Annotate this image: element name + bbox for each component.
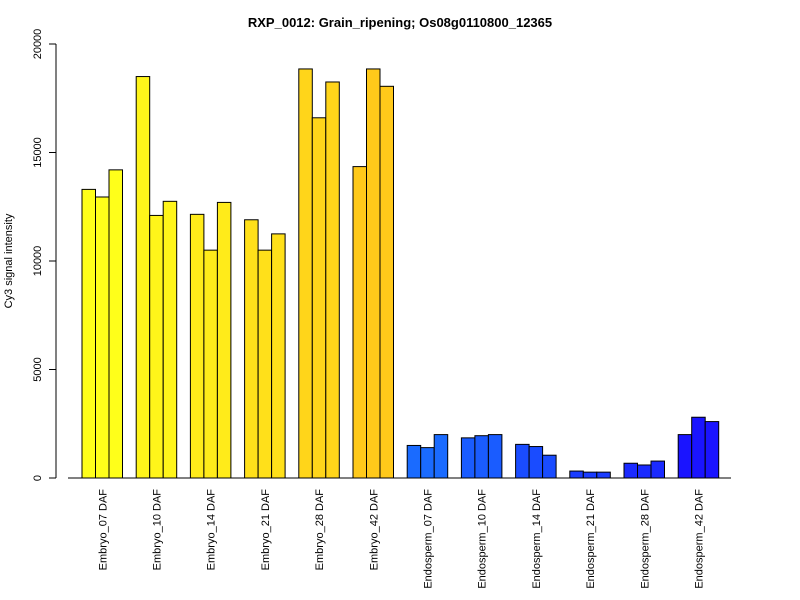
y-tick-label: 20000 — [32, 29, 44, 60]
x-tick-label: Endosperm_14 DAF — [531, 489, 543, 589]
x-tick-label: Embryo_10 DAF — [151, 489, 163, 571]
x-tick-label: Endosperm_28 DAF — [639, 489, 651, 589]
bar-embryo-42-daf-rep2 — [366, 68, 381, 479]
bar-endosperm-14-daf-rep1 — [515, 443, 530, 479]
x-axis-labels: Embryo_07 DAF Embryo_10 DAF Embryo_14 DAF E… — [97, 489, 705, 589]
bar-endosperm-42-daf-rep3 — [704, 421, 720, 479]
bar-embryo-10-daf-rep1 — [135, 76, 151, 479]
bar-endosperm-28-daf-rep3 — [650, 460, 665, 479]
y-tick-label: 10000 — [32, 246, 44, 277]
bar-embryo-14-daf-rep1 — [189, 213, 205, 479]
x-tick-label: Endosperm_07 DAF — [422, 489, 434, 589]
x-tick-label: Embryo_28 DAF — [314, 489, 326, 571]
bar-embryo-07-daf-rep1 — [81, 188, 96, 479]
bar-endosperm-07-daf-rep3 — [433, 434, 449, 479]
bar-embryo-07-daf-rep2 — [95, 196, 110, 479]
bar-endosperm-28-daf-rep1 — [623, 462, 638, 479]
bar-endosperm-21-daf-rep2 — [582, 471, 598, 479]
bar-embryo-42-daf-rep1 — [352, 166, 367, 479]
y-tick-label: 0 — [32, 475, 44, 481]
bar-endosperm-42-daf-rep1 — [677, 434, 693, 479]
bars-group — [81, 68, 720, 479]
x-tick-label: Embryo_07 DAF — [97, 489, 109, 571]
bar-embryo-42-daf-rep3 — [379, 85, 394, 479]
bar-endosperm-21-daf-rep3 — [596, 471, 611, 479]
bar-endosperm-07-daf-rep2 — [420, 447, 435, 479]
x-tick-label: Embryo_42 DAF — [368, 489, 380, 571]
x-tick-label: Endosperm_10 DAF — [477, 489, 489, 589]
y-axis-label: Cy3 signal intensity — [3, 213, 15, 308]
bar-embryo-28-daf-rep1 — [298, 68, 313, 479]
bar-embryo-28-daf-rep2 — [311, 117, 327, 479]
x-tick-label: Endosperm_21 DAF — [585, 489, 597, 589]
bar-embryo-21-daf-rep2 — [257, 249, 273, 479]
bar-endosperm-14-daf-rep2 — [528, 446, 544, 479]
bar-endosperm-21-daf-rep1 — [569, 470, 584, 479]
bar-endosperm-07-daf-rep1 — [406, 444, 422, 479]
bar-embryo-10-daf-rep2 — [149, 214, 164, 479]
bar-endosperm-28-daf-rep2 — [637, 464, 652, 479]
bar-embryo-14-daf-rep3 — [216, 201, 232, 479]
bar-endosperm-42-daf-rep2 — [691, 416, 706, 479]
y-axis-ticks: 0 5000 10000 15000 20000 — [32, 29, 56, 481]
x-tick-label: Endosperm_42 DAF — [693, 489, 705, 589]
bar-endosperm-10-daf-rep2 — [474, 435, 489, 479]
bar-embryo-21-daf-rep1 — [244, 219, 259, 479]
bar-embryo-07-daf-rep3 — [108, 169, 123, 479]
y-tick-label: 5000 — [32, 357, 44, 381]
x-tick-label: Embryo_21 DAF — [260, 489, 272, 571]
bar-embryo-10-daf-rep3 — [162, 200, 178, 479]
y-tick-label: 15000 — [32, 137, 44, 168]
bar-endosperm-10-daf-rep3 — [487, 434, 503, 479]
bar-embryo-14-daf-rep2 — [203, 249, 218, 479]
bar-embryo-28-daf-rep3 — [325, 81, 340, 479]
chart-title: RXP_0012: Grain_ripening; Os08g0110800_1… — [248, 15, 552, 30]
bar-endosperm-10-daf-rep1 — [460, 437, 476, 479]
x-tick-label: Embryo_14 DAF — [206, 489, 218, 571]
bar-embryo-21-daf-rep3 — [271, 233, 286, 479]
bar-endosperm-14-daf-rep3 — [542, 454, 557, 479]
